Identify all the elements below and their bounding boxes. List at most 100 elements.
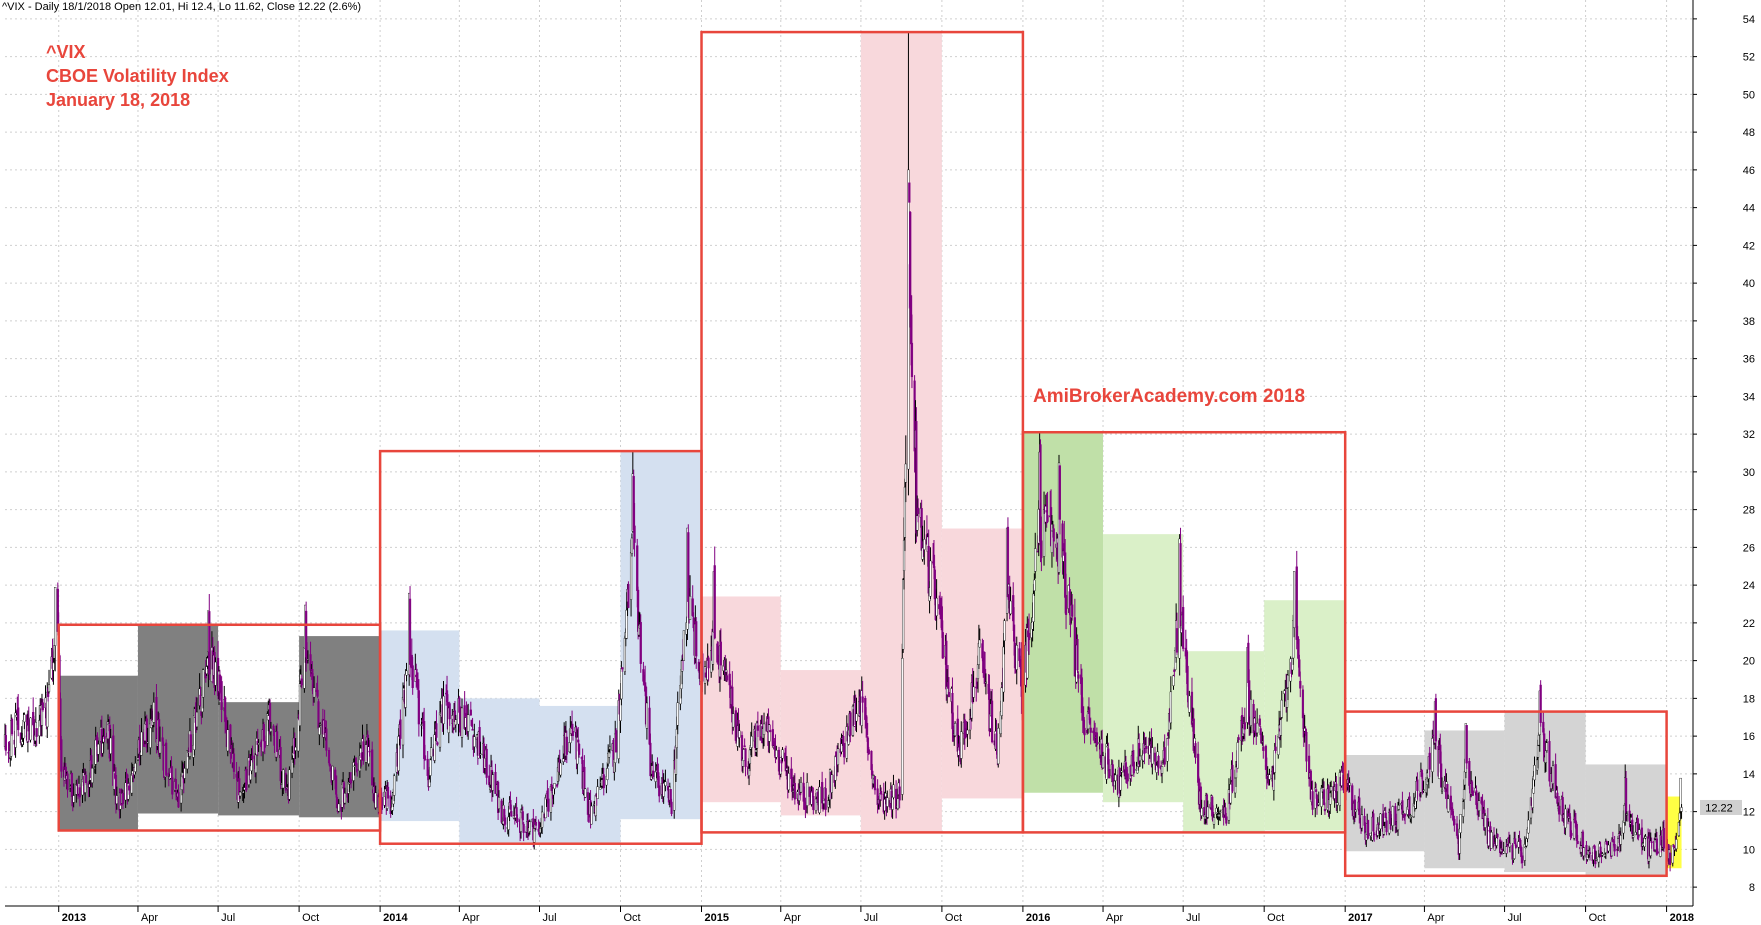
candle-body xyxy=(1107,748,1110,765)
candle-body xyxy=(619,699,622,721)
candle-body xyxy=(1434,698,1437,742)
candle-body xyxy=(908,182,911,203)
candle-body xyxy=(1268,774,1271,780)
candle-body xyxy=(756,725,759,731)
candle-body xyxy=(1000,687,1003,716)
candle-body xyxy=(1172,675,1175,686)
candle-body xyxy=(1329,792,1332,805)
title-line-1: ^VIX xyxy=(46,42,86,62)
candle-body xyxy=(1382,825,1386,835)
candle-body xyxy=(515,807,518,817)
candle-body xyxy=(910,342,914,378)
candle-body xyxy=(1307,755,1311,779)
candle-body xyxy=(318,727,321,735)
candle-body xyxy=(695,621,698,657)
candle-body xyxy=(748,749,752,764)
candle-body xyxy=(1656,851,1659,854)
candle-body xyxy=(645,702,649,729)
candle-body xyxy=(1182,607,1185,649)
candle-body xyxy=(1206,806,1209,818)
candle-body xyxy=(1249,699,1253,726)
candle-body xyxy=(306,659,310,661)
candle-body xyxy=(309,654,312,671)
y-tick-label: 54 xyxy=(1743,14,1755,26)
candle-body xyxy=(171,777,174,795)
candle-body xyxy=(903,486,907,538)
candle-body xyxy=(932,554,936,568)
candle-body xyxy=(840,743,843,752)
candle-body xyxy=(195,711,199,728)
candle-body xyxy=(1155,765,1158,773)
candle-body xyxy=(356,769,359,771)
candle-body xyxy=(812,796,815,811)
candle-body xyxy=(10,718,14,735)
candle-body xyxy=(239,791,242,797)
candle-body xyxy=(713,565,716,639)
candle-body xyxy=(972,686,975,698)
candle-body xyxy=(1058,465,1061,520)
candle-body xyxy=(464,717,467,728)
candle-body xyxy=(821,782,824,804)
candle-body xyxy=(1273,750,1276,773)
candle-body xyxy=(4,735,7,751)
candle-body xyxy=(1259,728,1262,736)
candle-body xyxy=(1323,808,1327,812)
candle-body xyxy=(533,828,536,843)
candle-body xyxy=(1373,833,1376,836)
candle-body xyxy=(621,667,624,670)
candle-body xyxy=(1015,645,1018,670)
candle-body xyxy=(355,762,358,765)
candle-body xyxy=(1397,805,1400,810)
candle-body xyxy=(1262,746,1265,751)
candle-body xyxy=(374,792,377,808)
y-tick-label: 42 xyxy=(1743,240,1755,252)
candle-body xyxy=(1153,752,1157,762)
candle-body xyxy=(140,731,143,756)
candle-body xyxy=(541,811,544,828)
candle-body xyxy=(960,731,963,759)
candle-body xyxy=(41,702,44,711)
candle-body xyxy=(337,803,340,812)
candle-body xyxy=(428,779,431,787)
candle-body xyxy=(1416,779,1419,791)
candle-body xyxy=(1076,639,1079,671)
candle-body xyxy=(325,728,328,751)
candle-body xyxy=(935,597,938,616)
candle-body xyxy=(423,755,427,761)
last-value-label-bg xyxy=(1700,799,1742,815)
last-value-marker: 12.22 xyxy=(1700,799,1742,815)
candle-body xyxy=(1108,769,1111,779)
candle-body xyxy=(675,729,678,748)
candle-body xyxy=(368,750,371,753)
candle-body xyxy=(917,507,920,514)
candle-body xyxy=(430,747,433,758)
candle-body xyxy=(1477,800,1481,811)
x-tick-label: Jul xyxy=(221,912,235,924)
candle-body xyxy=(1619,835,1622,845)
candle-body xyxy=(578,743,581,755)
candle-body xyxy=(1274,746,1277,751)
candle-body xyxy=(1212,817,1216,825)
candle-body xyxy=(1669,852,1672,865)
candle-body xyxy=(873,776,877,791)
candle-body xyxy=(1468,760,1471,786)
candle-body xyxy=(251,755,254,759)
candle-body xyxy=(146,741,149,744)
quarter-range-bands xyxy=(58,32,1682,876)
candle-body xyxy=(1095,732,1098,746)
y-tick-label: 8 xyxy=(1749,882,1755,894)
candle-body xyxy=(1114,774,1117,781)
candle-body xyxy=(1336,802,1339,806)
candle-body xyxy=(630,537,634,554)
candle-body xyxy=(1040,540,1043,559)
candle-body xyxy=(220,681,223,710)
candle-body xyxy=(658,785,661,797)
candle-body xyxy=(504,817,507,825)
candle-body xyxy=(1428,752,1431,770)
candle-body xyxy=(1064,594,1068,615)
candle-body xyxy=(288,769,291,800)
candle-body xyxy=(1372,813,1375,832)
candle-body xyxy=(38,720,41,737)
candle-body xyxy=(467,714,470,732)
candle-body xyxy=(902,579,905,650)
